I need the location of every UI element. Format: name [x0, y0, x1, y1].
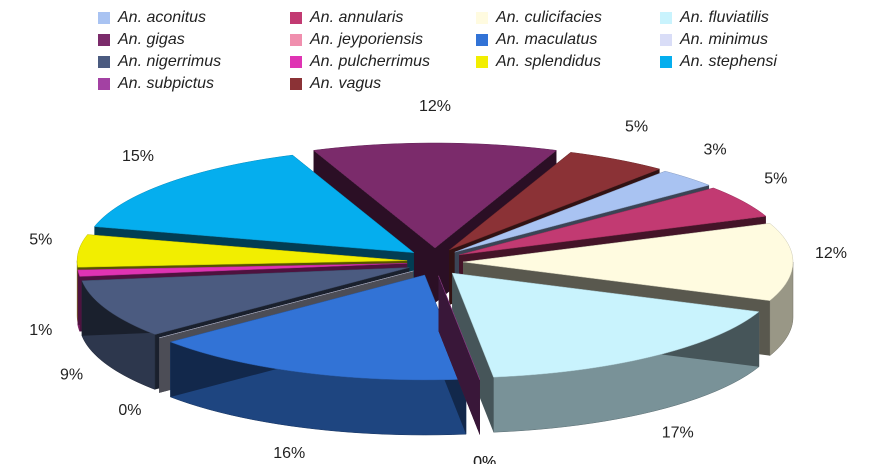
legend-swatch — [290, 34, 302, 46]
slice-top — [169, 274, 467, 381]
legend-swatch — [98, 56, 110, 68]
slice — [169, 274, 467, 436]
data-label: 12% — [419, 98, 451, 115]
legend-swatch — [476, 12, 488, 24]
data-label: 15% — [122, 148, 154, 165]
data-label: 9% — [60, 367, 83, 384]
legend-label: An. vagus — [309, 75, 381, 92]
slice-top — [449, 152, 661, 251]
slice-edge — [452, 273, 494, 433]
legend-swatch — [290, 56, 302, 68]
legend-swatch — [290, 78, 302, 90]
legend-label: An. stephensi — [679, 53, 777, 70]
data-label: 5% — [625, 119, 648, 136]
slice — [438, 275, 481, 436]
data-label: 0% — [118, 402, 141, 419]
legend-label: An. jeyporiensis — [309, 31, 423, 48]
slice-top — [76, 234, 408, 268]
data-label: 3% — [703, 141, 726, 158]
data-label: 5% — [764, 170, 787, 187]
data-label: 0% — [473, 454, 496, 464]
legend-swatch — [98, 12, 110, 24]
data-label: 5% — [29, 231, 52, 248]
legend-label: An. subpictus — [117, 75, 214, 92]
legend-label: An. splendidus — [495, 53, 601, 70]
legend-swatch — [476, 56, 488, 68]
data-label: 1% — [29, 322, 52, 339]
slice-top — [451, 272, 760, 378]
legend-label: An. fluviatilis — [679, 9, 769, 26]
legend-label: An. gigas — [117, 31, 185, 48]
slice-top — [93, 154, 415, 254]
data-label: 0% — [473, 454, 496, 464]
legend-label: An. aconitus — [117, 9, 206, 26]
legend-label: An. annularis — [309, 9, 403, 26]
legend-label: An. pulcherrimus — [309, 53, 430, 70]
slice-top — [454, 170, 710, 253]
legend-swatch — [290, 12, 302, 24]
legend-swatch — [98, 78, 110, 90]
slice — [451, 272, 760, 433]
legend-label: An. maculatus — [495, 31, 597, 48]
legend-label: An. nigerrimus — [117, 53, 221, 70]
slice-top — [81, 267, 410, 335]
data-label: 12% — [815, 245, 847, 262]
legend-label: An. culicifacies — [495, 9, 602, 26]
slice-top — [462, 223, 794, 301]
legend-swatch — [476, 34, 488, 46]
legend-swatch — [660, 56, 672, 68]
legend-swatch — [660, 12, 672, 24]
data-label: 17% — [662, 424, 694, 441]
legend-swatch — [660, 34, 672, 46]
slice-top — [77, 263, 408, 277]
slice-top — [312, 142, 558, 249]
data-label: 16% — [273, 445, 305, 462]
legend-label: An. minimus — [679, 31, 768, 48]
legend-swatch — [98, 34, 110, 46]
slice-edge — [438, 275, 480, 436]
slice-top — [459, 187, 767, 256]
